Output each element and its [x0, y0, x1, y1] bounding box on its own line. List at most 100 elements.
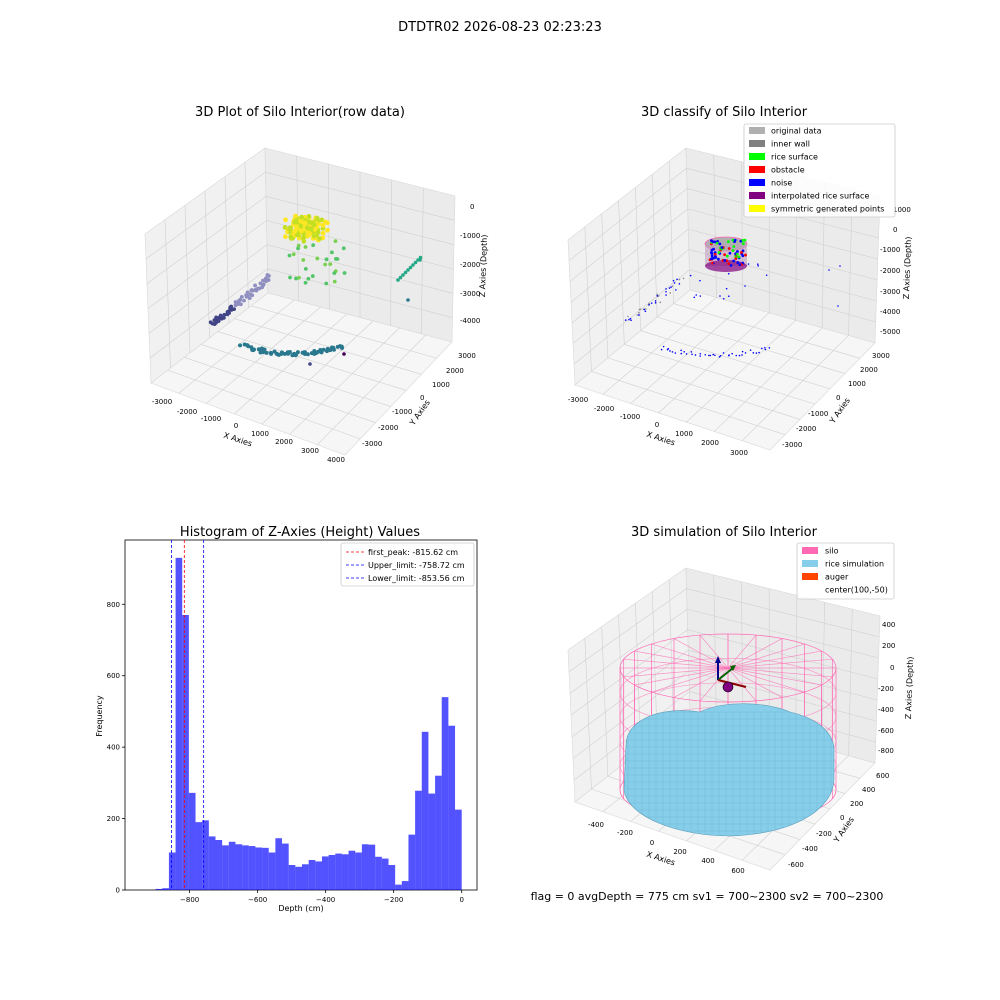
histogram-y-ticks: 0 200 400 600 800: [107, 601, 125, 895]
grid-line: [149, 268, 268, 359]
classify-point: [690, 351, 693, 353]
raw-point: [403, 270, 408, 275]
histogram-bar: [401, 881, 409, 890]
histogram-bar: [162, 888, 169, 890]
grid-line: [569, 608, 688, 694]
raw-point: [295, 350, 300, 355]
classify-legend-swatch: [749, 127, 765, 134]
simulation-z-tick-labels: 400 200 0 -200 -400 -600 -800: [878, 621, 895, 755]
histogram-bar: [215, 840, 223, 890]
classify-point: [665, 290, 667, 293]
histogram-bar: [288, 865, 296, 890]
classify-point: [732, 259, 736, 263]
raw-point: [335, 257, 340, 261]
raw-point: [408, 265, 413, 270]
histogram-legend-label: Lower_limit: -853.56 cm: [368, 574, 465, 583]
simulation-y-tick: -600: [788, 861, 804, 869]
classify-point: [740, 251, 743, 254]
histogram-legend-label: Upper_limit: -758.72 cm: [368, 561, 465, 570]
classify-point: [710, 252, 714, 255]
grid-line: [657, 316, 846, 374]
classify-y-tick: 2000: [860, 366, 878, 374]
grid-line: [635, 187, 642, 331]
z-arrow-head: [715, 656, 721, 663]
classify-point: [658, 294, 660, 297]
raw-point: [261, 282, 266, 287]
raw-point: [229, 304, 234, 309]
simulation-z-tick: -800: [878, 747, 894, 755]
simulation-legend-label: rice simulation: [825, 560, 884, 569]
raw-point: [247, 296, 252, 301]
classify-point: [719, 295, 721, 297]
histogram-bar: [235, 844, 243, 890]
classify-point: [656, 294, 659, 297]
silo-spoke: [634, 650, 729, 669]
classify-y-tick-labels: 3000 2000 1000 0 -1000 -2000 -3000: [782, 352, 890, 449]
classify-y-tick: -2000: [796, 425, 816, 433]
raw-point: [314, 216, 320, 221]
raw-point: [333, 239, 338, 244]
classify-point: [729, 263, 733, 267]
raw-point: [328, 262, 333, 267]
histogram-bar: [182, 615, 189, 890]
histogram-bar: [448, 725, 456, 890]
classify-point: [699, 355, 701, 357]
classify-point: [741, 254, 745, 258]
grid-line: [741, 161, 744, 306]
histogram-x-tick-label: 0: [459, 896, 463, 904]
raw-point: [297, 275, 301, 280]
classify-rice-body: [705, 244, 747, 266]
classify-point: [704, 353, 707, 356]
raw-point: [396, 278, 400, 282]
histogram-bar: [301, 864, 309, 890]
raw-point: [214, 315, 219, 320]
histogram-bar: [321, 856, 329, 890]
grid-line: [668, 161, 674, 304]
classify-point: [689, 274, 692, 277]
classify-point: [680, 352, 683, 355]
simulation-x-axis-label: X Axies: [645, 850, 676, 868]
histogram-bar: [315, 861, 322, 890]
simulation-z-tick: 200: [882, 642, 895, 650]
raw-point: [298, 223, 304, 229]
simulation-x-tick: 600: [731, 867, 744, 875]
classify-panel-title: 3D classify of Silo Interior: [641, 105, 808, 120]
classify-point: [718, 242, 722, 246]
raw-point: [258, 281, 263, 286]
classify-legend-frame: [743, 123, 896, 218]
silo-spoke: [623, 667, 729, 678]
simulation-legend-swatch: [802, 547, 818, 554]
classify-point: [712, 353, 714, 356]
classify-point: [741, 354, 743, 356]
classify-z-tick: -4000: [880, 308, 900, 316]
grid-line: [573, 269, 690, 365]
simulation-y-tick: -200: [816, 830, 832, 838]
silo-spoke: [727, 667, 833, 678]
classify-scatter-points: [624, 236, 841, 358]
grid-line: [178, 299, 295, 394]
histogram-y-tick-label: 800: [107, 601, 120, 609]
grid-line: [741, 335, 849, 441]
raw-x-tick: 4000: [327, 456, 345, 464]
histogram-bar: [262, 847, 269, 890]
classify-point: [627, 315, 629, 318]
raw-point: [246, 344, 251, 349]
raw-point: [279, 351, 284, 356]
classify-point: [680, 349, 682, 352]
histogram-y-tick-label: 0: [116, 887, 120, 895]
classify-point: [645, 308, 647, 310]
raw-point: [311, 243, 316, 248]
silo-spoke: [634, 667, 729, 686]
raw-point: [318, 348, 323, 353]
raw-point: [302, 220, 308, 226]
histogram-bar: [381, 858, 389, 890]
classify-point: [749, 349, 752, 351]
classify-point: [725, 254, 729, 258]
histogram-bar: [355, 852, 362, 890]
grid-line: [572, 249, 690, 344]
classify-y-tick: 0: [836, 394, 840, 402]
auger-marker: [722, 681, 734, 693]
silo-spoke: [727, 638, 783, 669]
raw-point: [269, 351, 274, 356]
raw-scatter-points: [208, 213, 423, 366]
